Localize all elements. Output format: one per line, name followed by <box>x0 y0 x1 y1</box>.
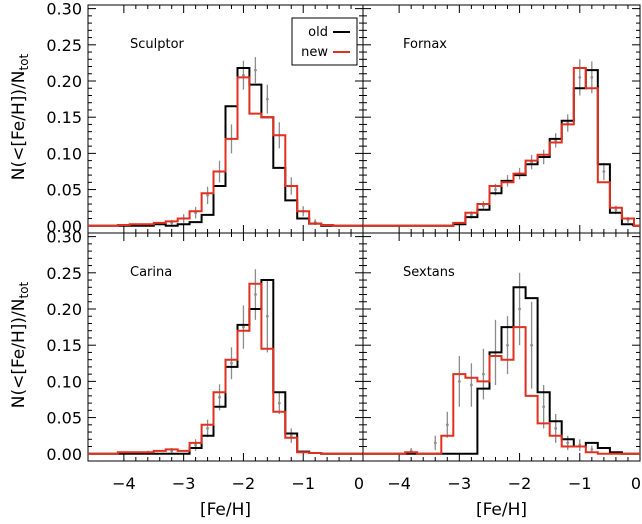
panel-sextans-errorbar-point <box>469 383 473 387</box>
ytick-label: 0.30 <box>46 228 82 247</box>
xtick-label: −2 <box>232 474 256 493</box>
panel-carina-errorbar-point <box>194 443 198 447</box>
panel-sextans-errorbar-point <box>433 441 437 445</box>
ytick-label: 0.10 <box>46 372 82 391</box>
xtick-label: 0 <box>631 474 641 493</box>
panel-sextans-series-new <box>363 326 640 455</box>
ytick-label: 0.15 <box>46 108 82 127</box>
panel-sculptor-errorbar-point <box>242 73 245 77</box>
yaxis-title-upper-sub: tot <box>17 53 31 70</box>
yaxis-title-lower-sub: tot <box>17 281 31 298</box>
xtick-label: −4 <box>112 474 136 493</box>
panel-sculptor-errorbar-point <box>253 68 257 72</box>
xtick-label: −1 <box>291 474 315 493</box>
panel-carina-errorbar-point <box>242 325 245 329</box>
panel-fornax-series-new <box>363 67 640 227</box>
panel-carina-errorbar-point <box>289 434 293 438</box>
panel-sextans-label: Sextans <box>403 265 455 280</box>
panel-carina-errorbar-point <box>253 293 257 296</box>
panel-carina-errorbar-point <box>265 314 269 318</box>
xtick-label: −3 <box>448 474 472 493</box>
yaxis-title-lower-main: N(<[Fe/H])/N <box>9 299 29 409</box>
ytick-label: 0.00 <box>46 217 82 236</box>
legend-label-old: old <box>308 25 328 40</box>
panel-fornax-errorbar-point <box>494 188 497 191</box>
panel-fornax-errorbar-point <box>602 170 606 173</box>
xaxis-title-right: [Fe/H] <box>476 500 527 520</box>
panel-sculptor-series-new <box>88 76 363 227</box>
panel-sextans-errorbar-point <box>445 423 449 427</box>
panel-sextans-frame <box>362 232 641 462</box>
panel-carina-series-new <box>88 282 363 455</box>
panel-sextans-errorbar-point <box>542 405 546 409</box>
xtick-label: 0 <box>354 474 364 493</box>
panel-fornax-errorbar-point <box>578 75 582 79</box>
panel-carina-errorbar-point <box>277 401 281 405</box>
panel-fornax-label: Fornax <box>403 37 447 52</box>
ytick-label: 0.20 <box>46 300 82 319</box>
ytick-label: 0.15 <box>46 336 82 355</box>
panel-sextans-errorbar-point <box>590 448 594 451</box>
yaxis-title-lower: N(<[Fe/H])/Ntot <box>9 281 31 408</box>
xtick-label: −4 <box>387 474 411 493</box>
panel-carina-errorbar-point <box>218 395 221 399</box>
panel-sculptor-series-old <box>88 67 363 227</box>
xtick-label: −2 <box>508 474 532 493</box>
panel-sculptor-errorbar-point <box>265 97 269 101</box>
ytick-label: 0.00 <box>46 445 82 464</box>
xaxis-title-left: [Fe/H] <box>200 500 251 520</box>
panel-fornax-errorbar-point <box>614 208 618 212</box>
panel-sextans-errorbar-point <box>457 379 461 383</box>
panel-fornax-errorbar-point <box>590 75 594 79</box>
legend-box <box>291 17 358 66</box>
panel-sextans-errorbar-point <box>518 307 521 311</box>
panel-sextans-errorbar-point <box>506 343 509 347</box>
ytick-label: 0.25 <box>46 264 82 283</box>
ytick-label: 0.25 <box>46 36 82 55</box>
ytick-label: 0.10 <box>46 144 82 163</box>
yaxis-title-upper: N(<[Fe/H])/Ntot <box>9 53 31 180</box>
panel-sextans-errorbar-point <box>482 372 485 376</box>
xtick-label: −1 <box>568 474 592 493</box>
panel-fornax-errorbar-point <box>469 213 473 217</box>
yaxis-title-upper-main: N(<[Fe/H])/N <box>9 71 29 181</box>
ytick-label: 0.20 <box>46 72 82 91</box>
legend-label-new: new <box>301 45 328 60</box>
panel-sculptor-label: Sculptor <box>130 37 185 52</box>
ytick-label: 0.05 <box>46 181 82 200</box>
panel-sextans-series-old <box>363 286 640 455</box>
panel-carina-label: Carina <box>130 265 172 280</box>
panel-sextans-errorbar-point <box>566 441 570 445</box>
panel-sextans-errorbar-point <box>554 427 558 430</box>
panel-carina-errorbar-point <box>230 361 233 365</box>
panel-sextans-errorbar-point <box>530 343 534 347</box>
panel-carina-errorbar-point <box>206 427 209 430</box>
xtick-label: −3 <box>172 474 196 493</box>
ytick-label: 0.05 <box>46 409 82 428</box>
panel-sculptor-errorbar-point <box>206 193 209 197</box>
ytick-label: 0.30 <box>46 0 82 19</box>
